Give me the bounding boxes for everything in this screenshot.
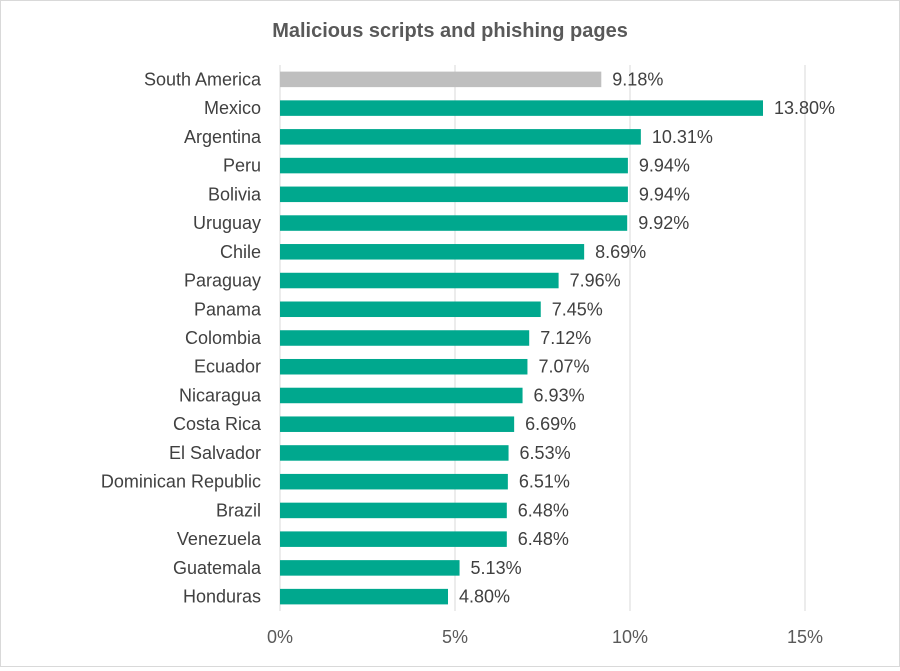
category-label: Costa Rica: [173, 414, 262, 434]
category-label: Bolivia: [208, 184, 262, 204]
value-label: 8.69%: [595, 242, 646, 262]
bar: [280, 244, 585, 260]
value-label: 6.48%: [518, 500, 569, 520]
category-label: South America: [144, 69, 262, 89]
value-label: 6.69%: [525, 414, 576, 434]
category-label: Panama: [194, 299, 262, 319]
value-label: 5.13%: [471, 558, 522, 578]
value-label: 4.80%: [459, 587, 510, 607]
bar: [280, 215, 628, 231]
category-label: Paraguay: [184, 271, 261, 291]
bar: [280, 560, 460, 576]
bar: [280, 531, 507, 547]
bar: [280, 100, 763, 116]
value-label: 7.45%: [552, 299, 603, 319]
category-labels: South America Mexico Argentina Peru Bolivia U…: [101, 69, 262, 606]
category-label: Mexico: [204, 98, 261, 118]
category-label: El Salvador: [169, 443, 261, 463]
bar: [280, 387, 523, 404]
value-label: 7.07%: [538, 357, 589, 377]
value-label: 6.51%: [519, 472, 570, 492]
bar: [280, 272, 559, 289]
bar: [280, 186, 628, 203]
category-label: Venezuela: [177, 529, 262, 549]
bar: [280, 588, 448, 605]
category-label: Peru: [223, 156, 261, 176]
category-label: Brazil: [216, 500, 261, 520]
x-axis-tick-labels: 0% 5% 10% 15%: [267, 627, 823, 647]
bar: [280, 358, 528, 375]
category-label: Dominican Republic: [101, 472, 261, 492]
value-label: 9.18%: [612, 69, 663, 89]
category-label: Nicaragua: [179, 385, 262, 405]
bar: [280, 301, 541, 318]
bar: [280, 129, 641, 145]
bar: [280, 416, 515, 432]
value-label: 13.80%: [774, 98, 835, 118]
bar: [280, 473, 508, 490]
x-tick-label: 15%: [787, 627, 823, 647]
category-label: Colombia: [185, 328, 262, 348]
category-label: Guatemala: [173, 558, 262, 578]
value-label: 10.31%: [652, 127, 713, 147]
value-label: 6.48%: [518, 529, 569, 549]
value-label: 7.12%: [540, 328, 591, 348]
value-label: 6.93%: [534, 385, 585, 405]
category-label: Argentina: [184, 127, 262, 147]
bar: [280, 71, 602, 88]
bar: [280, 157, 628, 174]
category-label: Uruguay: [193, 213, 261, 233]
bar: [280, 445, 509, 461]
bar: [280, 502, 507, 519]
bar: [280, 330, 530, 346]
category-label: Chile: [220, 242, 261, 262]
category-label: Ecuador: [194, 357, 261, 377]
value-label: 9.92%: [638, 213, 689, 233]
category-label: Honduras: [183, 587, 261, 607]
value-label: 9.94%: [639, 184, 690, 204]
x-tick-label: 10%: [612, 627, 648, 647]
chart-title: Malicious scripts and phishing pages: [272, 20, 628, 42]
x-tick-label: 0%: [267, 627, 293, 647]
value-label: 7.96%: [570, 271, 621, 291]
value-label: 6.53%: [520, 443, 571, 463]
value-label: 9.94%: [639, 156, 690, 176]
value-labels: 9.18% 13.80% 10.31% 9.94% 9.94% 9.92% 8.69% 7.9…: [459, 69, 835, 606]
x-tick-label: 5%: [442, 627, 468, 647]
bars: [280, 71, 763, 605]
